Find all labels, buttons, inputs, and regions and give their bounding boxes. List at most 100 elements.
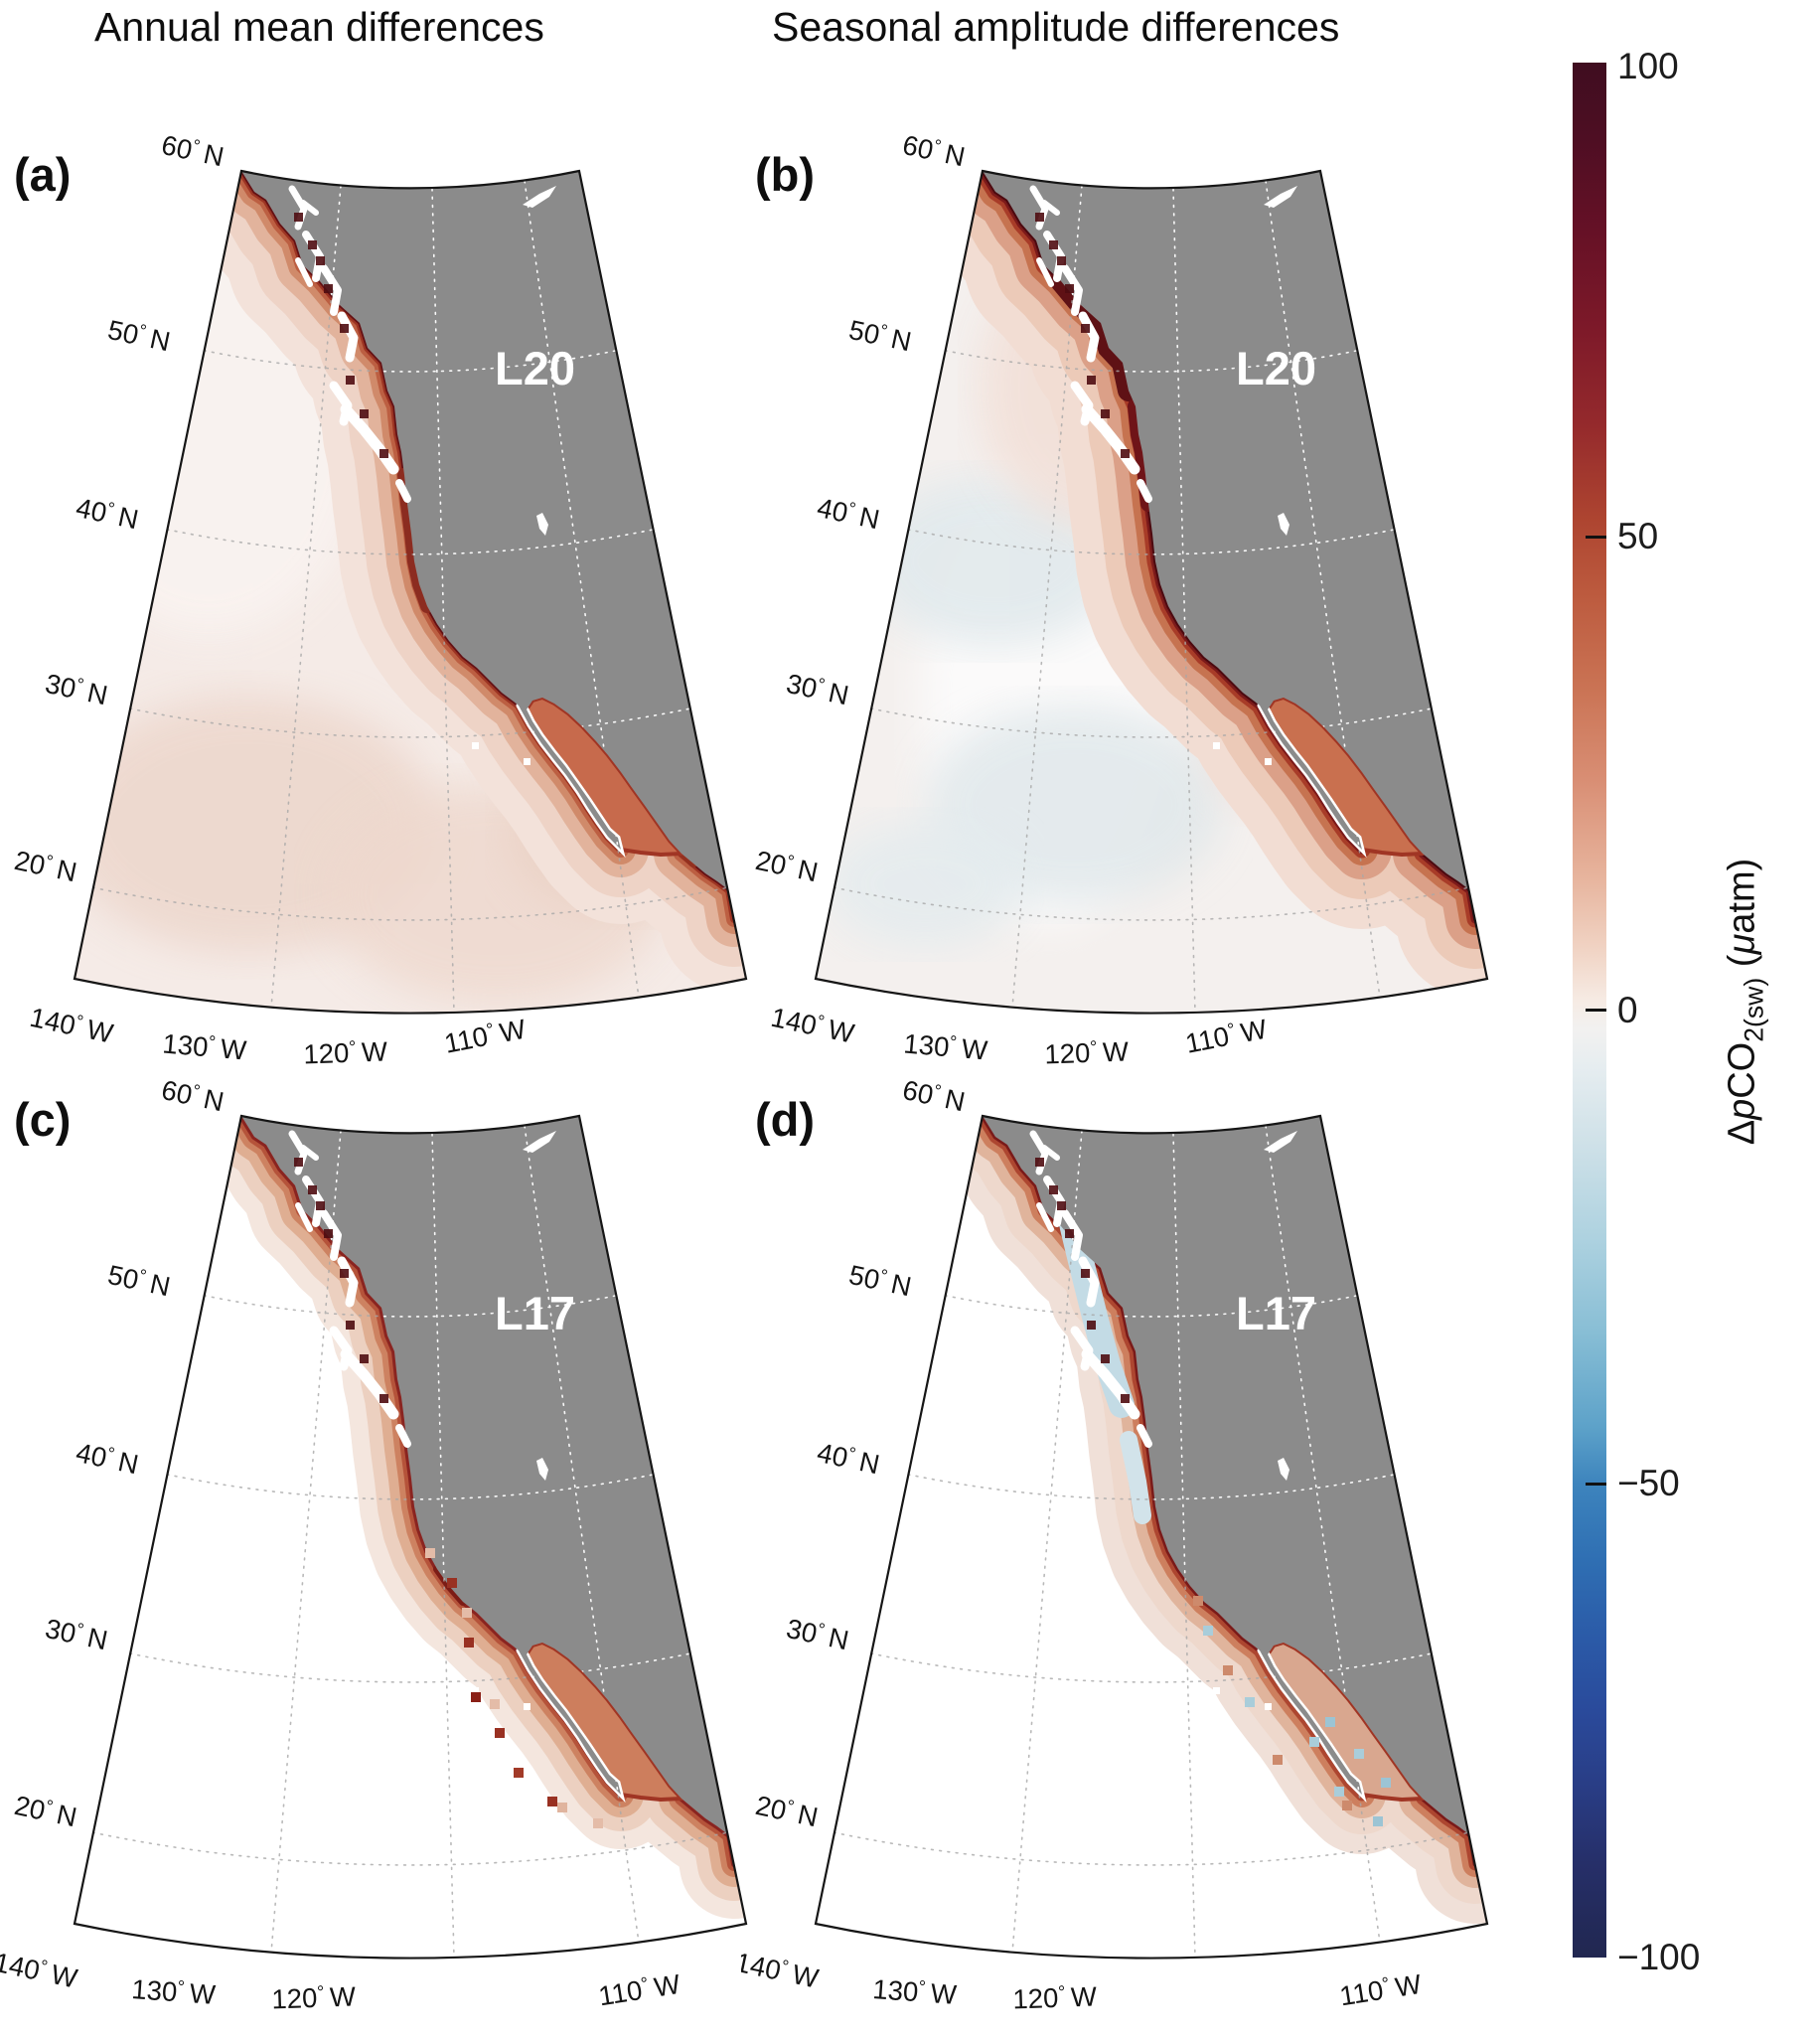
mu-symbol: μ xyxy=(1721,933,1763,955)
lake-mark xyxy=(1264,1131,1297,1153)
lon-tick-label: 120° W xyxy=(1012,1981,1098,2015)
data-pixel xyxy=(1309,1737,1319,1747)
panel-letter: (d) xyxy=(755,1093,815,1146)
map-svg-c: L17 (c) 60° N 50° N 40° N 30° N 20° N 140° W 130… xyxy=(0,1074,748,2015)
data-pixel xyxy=(1273,1755,1283,1765)
land-region xyxy=(983,1116,1475,1864)
lake-mark xyxy=(536,1458,548,1481)
land-region xyxy=(983,171,1475,919)
map-panel-b: L20 (b) 60° N 50° N 40° N 30° N 20° N 140° W 130… xyxy=(741,0,1516,1078)
lat-tick-label: 30° N xyxy=(784,1613,851,1655)
delta-symbol: Δ xyxy=(1721,1119,1763,1146)
data-pixel xyxy=(462,1608,472,1618)
map-border xyxy=(814,169,1489,1015)
lon-tick-label: 130° W xyxy=(130,1973,217,2010)
lat-tick-label: 60° N xyxy=(159,129,227,172)
p-symbol: p xyxy=(1721,1098,1763,1120)
coastal-islands xyxy=(288,185,411,503)
lat-tick-label: 30° N xyxy=(784,668,851,710)
data-pixel xyxy=(495,1728,505,1738)
lat-tick-label: 30° N xyxy=(43,1613,110,1655)
colorbar-tick-label: −100 xyxy=(1617,1937,1701,1977)
colorbar-unit-label: ΔpCO2(sw) (μatm) xyxy=(1722,859,1770,1146)
co-text: CO xyxy=(1721,1041,1763,1099)
lat-tick-label: 20° N xyxy=(12,1790,79,1832)
lake-mark xyxy=(1278,1458,1289,1481)
lake-mark xyxy=(523,1131,556,1153)
model-label: L17 xyxy=(495,1287,575,1339)
panel-letter: (a) xyxy=(14,148,71,201)
data-pixel xyxy=(514,1768,524,1778)
lon-tick-label: 120° W xyxy=(271,1981,357,2015)
lat-tick-label: 20° N xyxy=(753,1790,821,1832)
subscript-2sw: 2(sw) xyxy=(1739,977,1769,1042)
data-pixel xyxy=(1203,1626,1213,1636)
lat-tick-label: 40° N xyxy=(815,492,882,535)
colorbar-tick-label: 0 xyxy=(1617,990,1638,1030)
coastal-islands xyxy=(1029,1130,1152,1448)
lake-mark xyxy=(1278,513,1289,536)
lon-tick-label: 110° W xyxy=(1337,1968,1423,2012)
data-pixel xyxy=(464,1638,474,1648)
colorbar-tick xyxy=(1586,536,1606,539)
data-pixel xyxy=(1342,1801,1352,1810)
map-panel-c: L17 (c) 60° N 50° N 40° N 30° N 20° N 140° W 130… xyxy=(0,945,775,2023)
lon-tick-label: 140° W xyxy=(741,1947,822,1994)
model-label: L20 xyxy=(495,342,575,394)
column-title-seasonal: Seasonal amplitude differences xyxy=(772,4,1340,50)
lon-tick-label: 120° W xyxy=(303,1036,388,1070)
model-label: L17 xyxy=(1236,1287,1316,1339)
map-panel-a: L20 (a) 60° N 50° N 40° N 30° N 20° N 140° W 130… xyxy=(0,0,775,1078)
map-border xyxy=(73,169,748,1015)
lat-tick-label: 40° N xyxy=(74,492,141,535)
map-svg-d: L17 (d) 60° N 50° N 40° N 30° N 20° N 140° W 130… xyxy=(732,1074,1489,2015)
lat-tick-label: 30° N xyxy=(43,668,110,710)
data-pixel xyxy=(1193,1596,1203,1606)
model-label: L20 xyxy=(1236,342,1316,394)
lat-tick-label: 20° N xyxy=(12,845,79,887)
land-region xyxy=(241,1116,734,1864)
colorbar-tick xyxy=(1586,1009,1606,1012)
lat-tick-label: 60° N xyxy=(159,1074,227,1117)
data-pixel xyxy=(447,1578,457,1588)
coastal-islands xyxy=(288,1130,411,1448)
lat-tick-label: 50° N xyxy=(105,314,173,357)
data-pixel xyxy=(1334,1787,1344,1797)
panel-letter: (b) xyxy=(755,148,815,201)
data-pixel xyxy=(1325,1717,1335,1727)
lon-tick-label: 130° W xyxy=(161,1027,247,1065)
colorbar-tick-label: 50 xyxy=(1617,516,1659,556)
data-pixel xyxy=(1354,1749,1364,1759)
lake-mark xyxy=(536,513,548,536)
units-close: atm) xyxy=(1721,858,1763,934)
lon-tick-label: 110° W xyxy=(596,1968,682,2012)
land-region xyxy=(241,171,734,919)
lat-tick-label: 60° N xyxy=(900,129,968,172)
data-pixel xyxy=(425,1548,435,1558)
colorbar-tick-label: 100 xyxy=(1617,46,1679,86)
map-border xyxy=(73,1114,748,1960)
data-pixel xyxy=(490,1699,500,1709)
data-pixel xyxy=(1373,1816,1383,1826)
lat-tick-label: 20° N xyxy=(753,845,821,887)
data-pixel xyxy=(593,1818,603,1828)
data-pixel xyxy=(1245,1697,1255,1707)
column-title-annual: Annual mean differences xyxy=(94,4,544,50)
lon-tick-label: 120° W xyxy=(1044,1036,1130,1070)
lat-tick-label: 50° N xyxy=(846,1259,914,1302)
data-pixel xyxy=(557,1803,567,1812)
lat-tick-label: 50° N xyxy=(846,314,914,357)
data-pixel xyxy=(547,1797,557,1806)
data-pixel xyxy=(471,1692,481,1702)
colorbar-tick-label: −50 xyxy=(1617,1463,1680,1503)
map-border xyxy=(814,1114,1489,1960)
lake-mark xyxy=(1264,186,1297,208)
lake-mark xyxy=(523,186,556,208)
lon-tick-label: 140° W xyxy=(0,1947,80,1994)
units-open: ( xyxy=(1721,954,1763,978)
data-pixel xyxy=(1381,1778,1391,1788)
lat-tick-label: 40° N xyxy=(815,1437,882,1480)
